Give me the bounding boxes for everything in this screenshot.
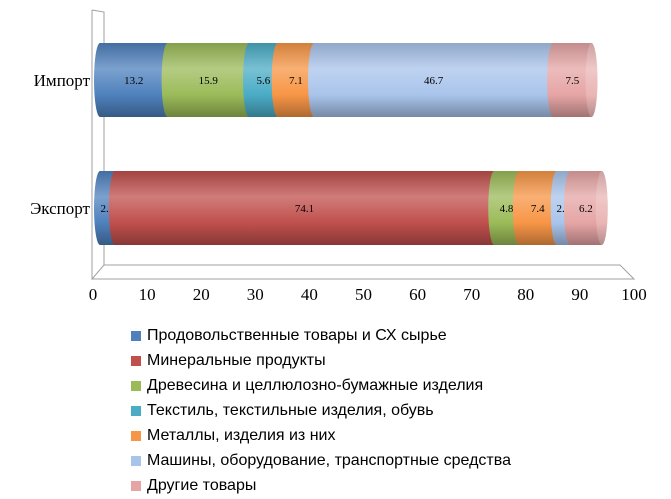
category-labels: Импорт Экспорт — [30, 71, 90, 218]
bar-end-cap — [585, 43, 598, 117]
bar-segment — [108, 171, 501, 245]
data-label: 7.4 — [531, 203, 545, 215]
x-tick-label: 100 — [621, 285, 647, 304]
legend-swatch — [131, 430, 141, 441]
data-label: 13.2 — [124, 75, 143, 87]
legend-label: Металлы, изделия из них — [147, 426, 336, 444]
data-label: 5.6 — [256, 75, 270, 87]
legend-item: Машины, оборудование, транспортные средс… — [131, 448, 511, 473]
x-tick-label: 80 — [517, 285, 534, 304]
legend-swatch — [131, 455, 141, 466]
legend-swatch — [131, 480, 141, 491]
bar-segment — [94, 43, 174, 117]
x-axis-ticks: 0 10 20 30 40 50 60 70 80 90 100 — [89, 285, 647, 304]
data-label: 4.8 — [500, 203, 514, 215]
legend: Продовольственные товары и СХ сырье Минер… — [131, 323, 511, 498]
x-tick-label: 30 — [247, 285, 264, 304]
bar-segment — [547, 43, 598, 117]
legend-swatch — [131, 355, 141, 366]
legend-label: Другие товары — [147, 476, 257, 494]
data-label: 15.9 — [199, 75, 219, 87]
data-label: 7.5 — [565, 75, 579, 87]
legend-swatch — [131, 405, 141, 416]
legend-swatch — [131, 330, 141, 341]
x-tick-label: 40 — [301, 285, 318, 304]
legend-label: Минеральные продукты — [147, 351, 326, 369]
x-tick-label: 70 — [463, 285, 480, 304]
data-label: 74.1 — [295, 203, 314, 215]
bar-segment — [161, 43, 255, 117]
x-tick-label: 0 — [89, 285, 98, 304]
legend-item: Металлы, изделия из них — [131, 423, 511, 448]
data-label: 6.2 — [579, 203, 593, 215]
legend-label: Машины, оборудование, транспортные средс… — [147, 451, 511, 469]
category-label: Экспорт — [30, 199, 90, 218]
bar-segment — [512, 171, 563, 245]
legend-item: Минеральные продукты — [131, 348, 511, 373]
bar-segment — [271, 43, 321, 117]
legend-label: Продовольственные товары и СХ сырье — [147, 326, 447, 344]
legend-item: Текстиль, текстильные изделия, обувь — [131, 398, 511, 423]
chart-plot: 13.2 15.9 5.6 7.1 46.7 7.52.9 74.1 4.8 7.4 2.6 6.2… — [30, 9, 647, 304]
bar-segment — [308, 43, 560, 117]
x-tick-label: 10 — [139, 285, 156, 304]
x-tick-label: 20 — [193, 285, 210, 304]
bars-group: 13.2 15.9 5.6 7.1 46.7 7.52.9 74.1 4.8 7.4 2.6 6.2 — [94, 43, 608, 245]
legend-swatch — [131, 380, 141, 391]
legend-item: Древесина и целлюлозно-бумажные изделия — [131, 373, 511, 398]
x-tick-label: 60 — [409, 285, 426, 304]
category-label: Импорт — [34, 71, 91, 90]
x-tick-label: 50 — [355, 285, 372, 304]
data-label: 7.1 — [289, 75, 303, 87]
legend-item: Продовольственные товары и СХ сырье — [131, 323, 511, 348]
legend-item: Другие товары — [131, 473, 511, 498]
floor-plane — [90, 264, 636, 280]
legend-label: Древесина и целлюлозно-бумажные изделия — [147, 376, 484, 394]
bar-segment — [564, 171, 608, 245]
data-label: 46.7 — [424, 75, 444, 87]
bar-end-cap — [595, 171, 608, 245]
x-tick-label: 90 — [571, 285, 588, 304]
legend-label: Текстиль, текстильные изделия, обувь — [147, 401, 434, 419]
